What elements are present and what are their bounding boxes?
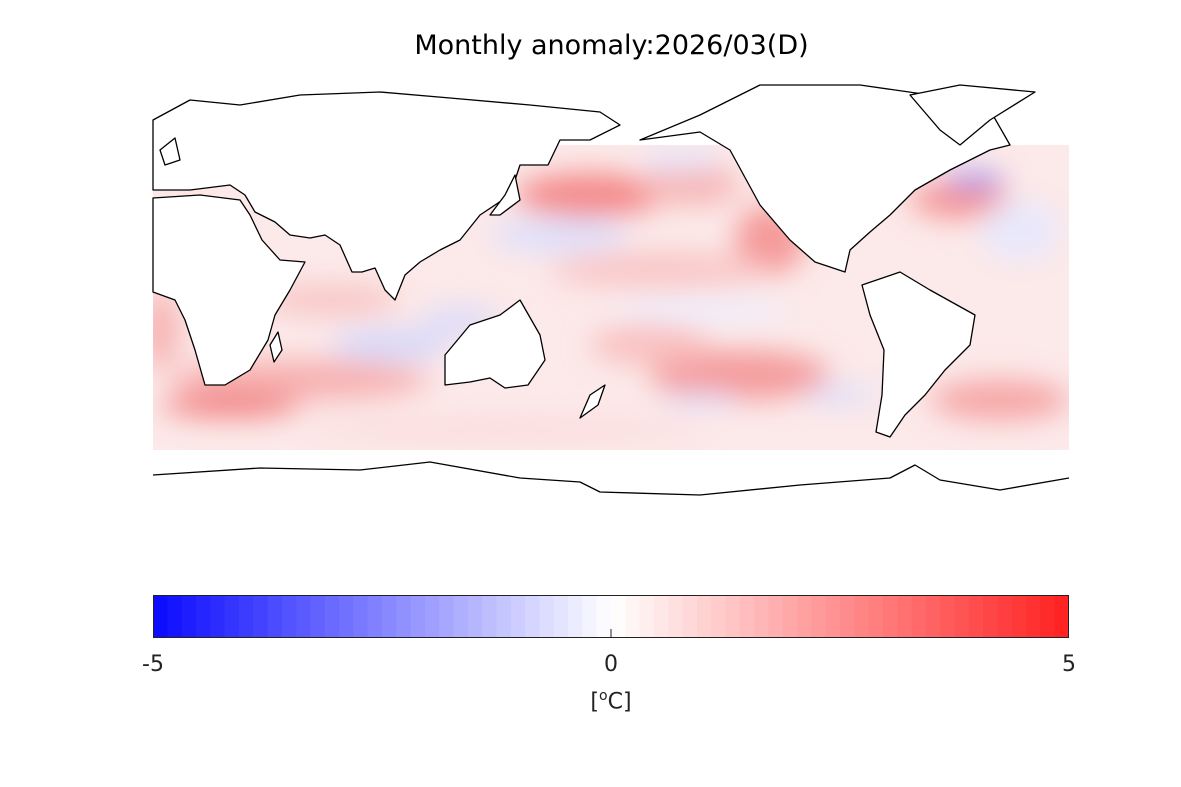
colorbar-step — [553, 595, 569, 638]
anomaly-map — [152, 84, 1070, 496]
unit-bracket-close: ] — [622, 689, 632, 715]
coastlines — [152, 84, 1070, 496]
colorbar-step — [682, 595, 698, 638]
colorbar-step — [882, 595, 898, 638]
uk-landmass — [159, 137, 181, 166]
colorbar-step — [897, 595, 913, 638]
colorbar-step — [439, 595, 455, 638]
colorbar-step — [181, 595, 197, 638]
greenland-landmass — [909, 84, 1036, 146]
colorbar-step — [596, 595, 612, 638]
colorbar-tick-max: 5 — [1062, 652, 1076, 677]
unit-bracket-open: [ — [590, 689, 600, 715]
colorbar-step — [1054, 595, 1069, 638]
colorbar-step — [911, 595, 927, 638]
colorbar-step — [281, 595, 297, 638]
colorbar-step — [1040, 595, 1056, 638]
north-america-landmass — [639, 84, 1011, 273]
eurasia-landmass — [152, 91, 621, 301]
colorbar-tick-min: -5 — [142, 652, 164, 677]
colorbar-step — [668, 595, 684, 638]
colorbar-step — [353, 595, 369, 638]
colorbar-step — [424, 595, 440, 638]
colorbar-step — [296, 595, 312, 638]
colorbar-tick-zero: 0 — [604, 652, 618, 677]
colorbar-step — [568, 595, 583, 638]
colorbar-step — [711, 595, 727, 638]
colorbar-step — [467, 595, 483, 638]
colorbar-step — [797, 595, 812, 638]
colorbar-step — [582, 595, 598, 638]
colorbar-step — [653, 595, 669, 638]
colorbar-step — [983, 595, 999, 638]
madagascar-landmass — [269, 331, 283, 363]
new-zealand-landmass — [579, 384, 606, 419]
colorbar-step — [625, 595, 641, 638]
colorbar-step — [367, 595, 383, 638]
colorbar-step — [968, 595, 984, 638]
colorbar-step — [453, 595, 469, 638]
colorbar-step — [854, 595, 870, 638]
colorbar-step — [868, 595, 884, 638]
colorbar-step — [611, 595, 626, 638]
colorbar-step — [739, 595, 755, 638]
colorbar-step — [925, 595, 941, 638]
colorbar-step — [696, 595, 712, 638]
colorbar-step — [210, 595, 226, 638]
colorbar-step — [382, 595, 397, 638]
colorbar-step — [754, 595, 770, 638]
colorbar-step — [167, 595, 183, 638]
colorbar-step — [782, 595, 798, 638]
antarctica-coast — [152, 461, 1070, 496]
colorbar — [153, 595, 1069, 638]
unit-letter: C — [607, 689, 623, 715]
colorbar-step — [539, 595, 555, 638]
colorbar-step — [324, 595, 340, 638]
colorbar-step — [267, 595, 283, 638]
colorbar-step — [954, 595, 970, 638]
colorbar-step — [997, 595, 1013, 638]
australia-landmass — [444, 299, 546, 389]
colorbar-step — [238, 595, 254, 638]
africa-landmass — [152, 194, 306, 386]
colorbar-step — [725, 595, 741, 638]
colorbar-step — [940, 595, 956, 638]
colorbar-step — [496, 595, 512, 638]
colorbar-step — [1011, 595, 1027, 638]
colorbar-step — [1026, 595, 1041, 638]
colorbar-step — [410, 595, 426, 638]
colorbar-step — [840, 595, 855, 638]
colorbar-step — [253, 595, 269, 638]
colorbar-step — [310, 595, 326, 638]
chart-title: Monthly anomaly:2026/03(D) — [414, 30, 809, 61]
colorbar-step — [811, 595, 827, 638]
colorbar-step — [825, 595, 841, 638]
colorbar-step — [339, 595, 354, 638]
colorbar-step — [768, 595, 784, 638]
colorbar-step — [639, 595, 655, 638]
colorbar-unit-label: [oC] — [590, 688, 631, 714]
colorbar-step — [195, 595, 211, 638]
colorbar-step — [510, 595, 526, 638]
colorbar-step — [482, 595, 498, 638]
unit-degree: o — [599, 688, 608, 704]
colorbar-step — [224, 595, 240, 638]
south-america-landmass — [861, 271, 976, 438]
colorbar-step — [525, 595, 541, 638]
japan-landmass — [489, 174, 521, 216]
colorbar-step — [396, 595, 412, 638]
colorbar-step — [153, 595, 168, 638]
